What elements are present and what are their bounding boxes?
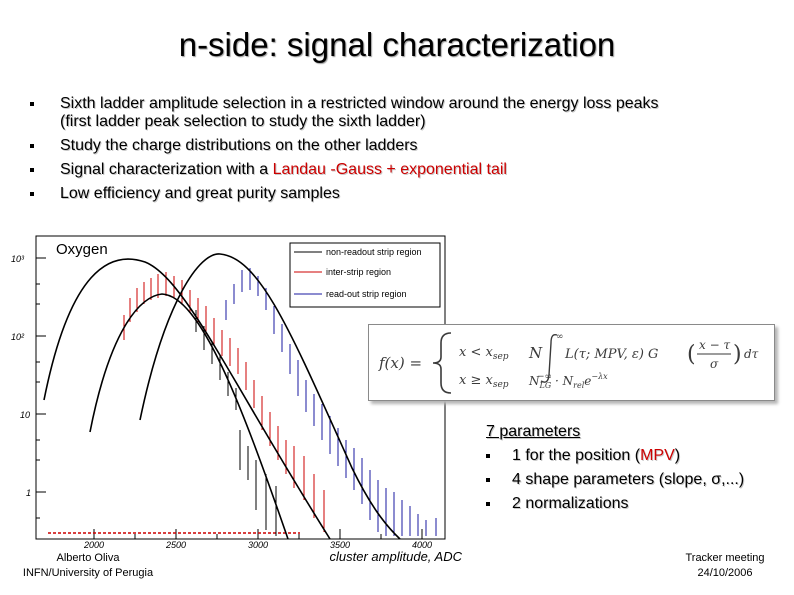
integral-lower: −∞ <box>537 372 552 382</box>
case2: x ≥ x <box>459 373 493 388</box>
tail-exp: −λx <box>591 372 608 381</box>
bullet-text: Study the charge distributions on the ot… <box>60 137 418 154</box>
formula-brace <box>432 332 452 394</box>
footer-author-block: Alberto Oliva INFN/University of Perugia <box>0 551 176 581</box>
svg-text:x < xsep: x < xsep <box>459 345 509 362</box>
frac-close-paren: ) <box>733 342 742 367</box>
series-blue-noise <box>225 268 437 536</box>
bullet-dot <box>30 144 34 148</box>
x-axis-ticks <box>93 529 423 539</box>
x-tick-label: 4000 <box>412 540 432 550</box>
slide-title: n-side: signal characterization <box>178 26 616 63</box>
case1-sub: sep <box>493 352 509 362</box>
svg-text:x ≥ xsep: x ≥ xsep <box>459 373 509 390</box>
integral-upper: ∞ <box>556 332 564 342</box>
bullet-item: Low efficiency and great purity samples <box>30 182 659 206</box>
x-tick-label: 3500 <box>330 540 350 550</box>
formula-N: N <box>528 344 543 362</box>
tail-rel-sub: rel <box>573 381 585 390</box>
parameter-item: 4 shape parameters (slope, σ,...) <box>486 468 744 492</box>
y-tick-label: 10 <box>20 410 30 420</box>
bullet-item: Sixth ladder amplitude selection in a re… <box>30 92 659 116</box>
bullet-text: Sixth ladder amplitude selection in a re… <box>60 95 659 112</box>
integral-sign <box>540 333 558 383</box>
d-tau: dτ <box>744 347 759 361</box>
series-black-noise <box>195 310 277 536</box>
bullet-dot <box>30 102 34 106</box>
tail-norm-sub: LG <box>539 381 552 390</box>
parameter-item: 1 for the position (MPV) <box>486 444 744 468</box>
x-axis-label: cluster amplitude, ADC <box>330 549 463 564</box>
tail-rel: · N <box>551 374 573 388</box>
bullet-subtext: (first ladder peak selection to study th… <box>60 113 426 130</box>
fit-curve-black <box>43 258 331 540</box>
integrand: L(τ; MPV, ε) G <box>564 347 658 362</box>
param-text: 2 normalizations <box>512 495 629 512</box>
bullet-dot <box>486 478 490 482</box>
frac-denominator: σ <box>710 357 719 371</box>
plot-label: Oxygen <box>56 241 108 258</box>
svg-text:NLG · Nrele−λx: NLG · Nrele−λx <box>528 372 608 390</box>
legend-entry: inter-strip region <box>326 267 391 277</box>
x-tick-label: 2000 <box>83 540 104 550</box>
x-tick-labels: 2000 2500 3000 3500 4000 <box>83 540 432 550</box>
y-tick-label: 10² <box>11 332 25 342</box>
bullet-text: Signal characterization with a <box>60 161 273 178</box>
parameter-item: 2 normalizations <box>486 492 744 516</box>
bullet-dot <box>30 192 34 196</box>
param-text: 4 shape parameters (slope, σ,...) <box>512 471 745 488</box>
bullet-dot <box>486 502 490 506</box>
y-tick-label: 1 <box>26 488 31 498</box>
legend-entry: read-out strip region <box>326 289 407 299</box>
tail-exp-base: e <box>584 374 591 388</box>
tail-norm: N <box>528 374 540 388</box>
histogram-plot: 10³ 10² 10 1 2000 2500 3000 3500 4000 Ox… <box>11 235 463 564</box>
formula-lhs: f(x) = <box>378 354 422 372</box>
y-tick-labels: 10³ 10² 10 1 <box>11 254 31 498</box>
parameters-heading: 7 parameters <box>486 423 581 440</box>
frac-numerator: x − τ <box>699 338 730 352</box>
y-tick-label: 10³ <box>11 254 25 264</box>
footer-meeting: Tracker meeting <box>685 552 765 564</box>
frac-open-paren: ( <box>687 342 696 367</box>
footer-author: Alberto Oliva <box>56 552 120 564</box>
footer-affiliation: INFN/University of Perugia <box>22 567 154 579</box>
x-tick-label: 2500 <box>165 540 186 550</box>
fit-curve-red <box>89 293 289 540</box>
highlight-text: Landau -Gauss + exponential tail <box>272 161 507 178</box>
case1: x < x <box>459 345 493 360</box>
fit-formula: f(x) = x < xsep x ≥ xsep N ∞ −∞ L(τ; MPV… <box>378 332 759 394</box>
footer-date: 24/10/2006 <box>697 567 753 579</box>
x-tick-label: 3000 <box>248 540 268 550</box>
bullet-text: Low efficiency and great purity samples <box>60 185 340 202</box>
bullet-item: Signal characterization with a Landau -G… <box>30 158 659 182</box>
param-text: 1 for the position ( <box>512 447 641 464</box>
footer-meeting-block: Tracker meeting 24/10/2006 <box>670 551 780 581</box>
parameters-block: 7 parameters 1 for the position (MPV) 4 … <box>486 420 744 516</box>
fit-curve-blue <box>139 253 401 540</box>
bullet-dot <box>486 454 490 458</box>
bullet-item: Study the charge distributions on the ot… <box>30 134 659 158</box>
param-text: ) <box>674 447 681 464</box>
y-axis-ticks <box>36 257 46 519</box>
bullet-continuation: (first ladder peak selection to study th… <box>30 113 659 131</box>
plot-legend: non-readout strip region inter-strip reg… <box>289 242 441 308</box>
bullet-dot <box>30 168 34 172</box>
fit-formula-box: f(x) = x < xsep x ≥ xsep N ∞ −∞ L(τ; MPV… <box>368 324 775 401</box>
mpv-highlight: MPV <box>640 447 675 464</box>
case2-sub: sep <box>493 380 509 390</box>
legend-entry: non-readout strip region <box>326 247 422 257</box>
series-red-noise <box>123 272 325 532</box>
parameters-list: 1 for the position (MPV) 4 shape paramet… <box>486 444 744 516</box>
bullet-list: Sixth ladder amplitude selection in a re… <box>30 92 659 206</box>
